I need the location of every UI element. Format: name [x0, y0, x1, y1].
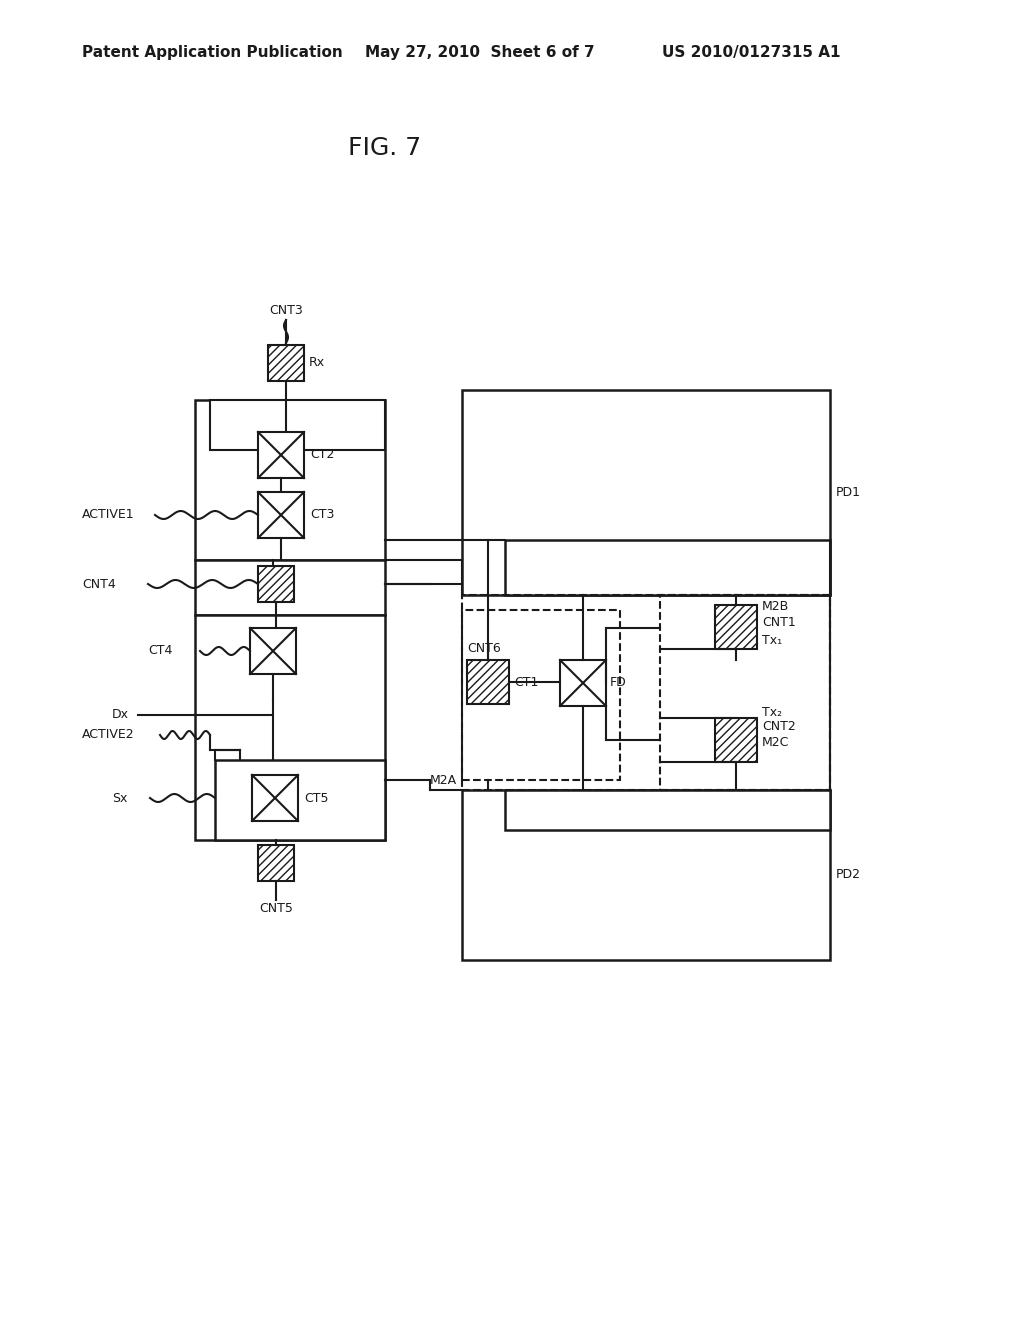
Bar	[258, 566, 294, 602]
Text: CNT3: CNT3	[269, 304, 303, 317]
Bar	[195, 400, 385, 560]
Bar	[660, 595, 830, 789]
Text: ACTIVE2: ACTIVE2	[82, 729, 134, 742]
Bar	[715, 605, 757, 649]
Text: FIG. 7: FIG. 7	[348, 136, 421, 160]
Bar	[258, 492, 304, 539]
Bar	[505, 540, 830, 595]
Text: ACTIVE1: ACTIVE1	[82, 508, 134, 521]
Text: CT4: CT4	[148, 644, 172, 657]
Text: CNT5: CNT5	[259, 902, 293, 915]
Bar	[715, 718, 757, 762]
Bar	[560, 660, 606, 706]
Text: May 27, 2010  Sheet 6 of 7: May 27, 2010 Sheet 6 of 7	[365, 45, 595, 59]
Bar	[268, 345, 304, 381]
Text: Tx₁: Tx₁	[762, 634, 782, 647]
Bar	[195, 615, 385, 840]
Text: M2A: M2A	[430, 774, 457, 787]
Bar	[258, 845, 294, 880]
Text: Tx₂: Tx₂	[762, 705, 782, 718]
Text: PD1: PD1	[836, 487, 861, 499]
Bar	[210, 400, 385, 450]
Bar	[195, 560, 385, 615]
Text: FD: FD	[610, 676, 627, 689]
Bar	[505, 789, 830, 830]
Text: M2C: M2C	[762, 735, 790, 748]
Text: CNT6: CNT6	[467, 642, 501, 655]
Text: CNT1: CNT1	[762, 615, 796, 628]
Text: PD2: PD2	[836, 869, 861, 882]
Bar	[462, 789, 830, 960]
Text: CT1: CT1	[514, 676, 539, 689]
Text: CNT2: CNT2	[762, 721, 796, 734]
Text: M2B: M2B	[762, 599, 790, 612]
Text: CT2: CT2	[310, 449, 335, 462]
Text: Patent Application Publication: Patent Application Publication	[82, 45, 343, 59]
Bar	[462, 389, 830, 595]
Bar	[462, 610, 620, 780]
Text: CT5: CT5	[304, 792, 329, 804]
Bar	[252, 775, 298, 821]
Text: US 2010/0127315 A1: US 2010/0127315 A1	[662, 45, 841, 59]
Bar	[462, 595, 830, 789]
Text: Rx: Rx	[309, 355, 326, 368]
Bar	[467, 660, 509, 704]
Bar	[250, 628, 296, 675]
Bar	[258, 432, 304, 478]
Text: Dx: Dx	[112, 709, 129, 722]
Text: Sx: Sx	[112, 792, 127, 804]
Bar	[215, 760, 385, 840]
Text: CT3: CT3	[310, 508, 335, 521]
Text: CNT4: CNT4	[82, 578, 116, 590]
